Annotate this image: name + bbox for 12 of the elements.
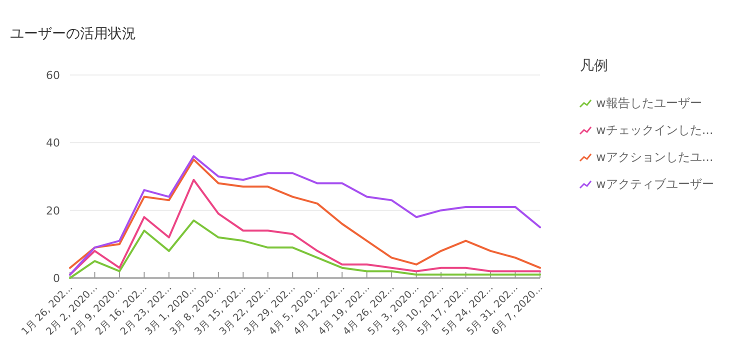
y-tick-label: 60 <box>46 69 60 82</box>
chart-title: ユーザーの活用状況 <box>10 26 136 42</box>
legend-title: 凡例 <box>580 58 608 74</box>
legend-label: wチェックインした... <box>596 123 714 137</box>
line-series <box>69 219 541 279</box>
line-series <box>69 178 541 276</box>
legend-label: wアクションしたユ... <box>596 150 714 164</box>
y-tick-label: 40 <box>46 136 60 150</box>
y-tick-label: 0 <box>53 272 60 285</box>
legend-label: wアクティブユーザー <box>596 177 714 191</box>
y-tick-label: 20 <box>46 204 60 218</box>
legend-label: w報告したユーザー <box>596 96 702 110</box>
